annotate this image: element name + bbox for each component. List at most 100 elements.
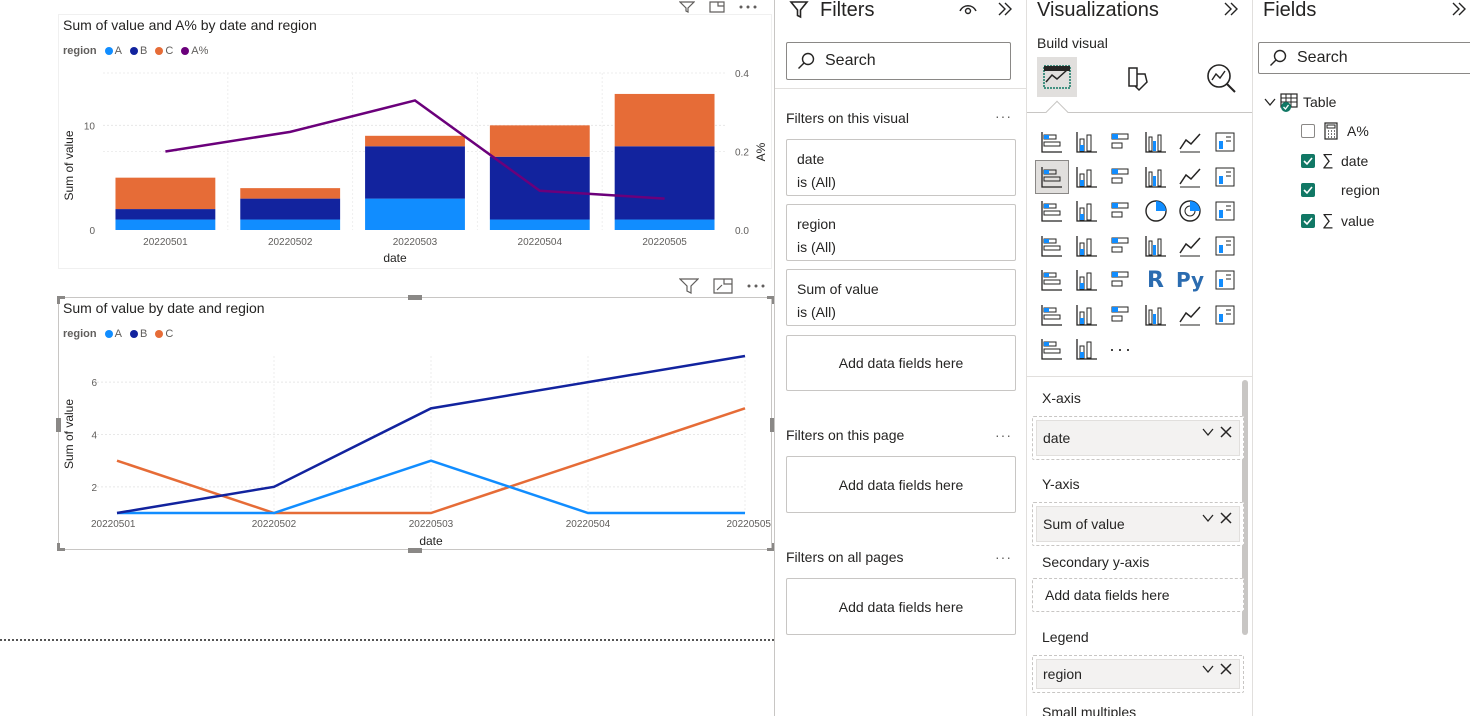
collapse-fields-icon[interactable]: [1451, 2, 1467, 16]
remove-field-icon[interactable]: [1219, 662, 1233, 676]
100-stacked-column-chart-icon[interactable]: [1208, 125, 1242, 159]
scatter-chart-icon[interactable]: [1104, 194, 1138, 228]
line-clustered-column-icon[interactable]: [1139, 160, 1173, 194]
chevron-down-icon[interactable]: [1201, 425, 1215, 439]
filters-all-pages-more[interactable]: ···: [995, 549, 1012, 565]
analytics-icon[interactable]: [1205, 62, 1237, 94]
pie-chart-icon[interactable]: [1139, 194, 1173, 228]
line-chart-icon[interactable]: [1035, 159, 1069, 194]
field-row-apct[interactable]: A%: [1301, 122, 1369, 140]
focus-mode-icon[interactable]: [709, 1, 725, 13]
area-chart-icon[interactable]: [1070, 160, 1104, 194]
filter-icon[interactable]: [679, 1, 695, 13]
clustered-column-chart-icon[interactable]: [1139, 125, 1173, 159]
remove-field-icon[interactable]: [1219, 511, 1233, 525]
card-icon[interactable]: [1139, 229, 1173, 263]
funnel-chart-icon[interactable]: [1070, 194, 1104, 228]
resize-corner-bl[interactable]: [57, 543, 65, 551]
filter-card-region[interactable]: region is (All): [786, 204, 1016, 261]
more-options-icon[interactable]: [739, 4, 757, 10]
field-checkbox[interactable]: [1301, 124, 1315, 138]
viz-scrollbar[interactable]: [1242, 380, 1248, 635]
chart2-plot[interactable]: 20220501 20220502 20220503 20220504 20220505…: [59, 298, 773, 551]
kpi-icon[interactable]: [1208, 229, 1242, 263]
100-stacked-bar-chart-icon[interactable]: [1173, 125, 1207, 159]
table-node[interactable]: Table: [1263, 92, 1336, 112]
filters-on-visual-more[interactable]: ···: [995, 108, 1012, 124]
field-checkbox-checked[interactable]: [1301, 183, 1315, 197]
clustered-bar-chart-icon[interactable]: [1104, 125, 1138, 159]
collapse-filters-icon[interactable]: [997, 2, 1013, 16]
decomposition-tree-icon[interactable]: [1035, 298, 1069, 332]
stacked-bar-chart-icon[interactable]: [1035, 125, 1069, 159]
treemap-icon[interactable]: [1208, 194, 1242, 228]
power-apps-icon[interactable]: [1035, 332, 1069, 366]
resize-corner-br[interactable]: [767, 543, 775, 551]
legend-field-pill[interactable]: region: [1036, 659, 1240, 689]
qa-icon[interactable]: [1070, 298, 1104, 332]
combo-chart-visual[interactable]: Sum of value and A% by date and region r…: [58, 1, 773, 270]
filters-on-page-more[interactable]: ···: [995, 427, 1012, 443]
yaxis-well[interactable]: Sum of value: [1032, 502, 1244, 546]
page-filter-drop-zone[interactable]: Add data fields here: [786, 456, 1016, 513]
field-row-value[interactable]: ∑ value: [1301, 212, 1374, 230]
legend-item-b[interactable]: B: [129, 45, 147, 57]
filter-card-sum-of-value[interactable]: Sum of value is (All): [786, 269, 1016, 326]
table-visual-icon[interactable]: [1070, 263, 1104, 297]
python-visual-icon[interactable]: Py: [1173, 263, 1207, 297]
eye-icon[interactable]: [959, 2, 977, 16]
power-automate-icon[interactable]: [1070, 332, 1104, 366]
resize-handle-bottom[interactable]: [408, 548, 422, 553]
collapse-viz-icon[interactable]: [1223, 2, 1239, 16]
filter-card-date[interactable]: date is (All): [786, 139, 1016, 196]
resize-handle-left[interactable]: [56, 418, 61, 432]
line-chart-visual[interactable]: Sum of value by date and region region A…: [56, 278, 775, 553]
legend-well[interactable]: region: [1032, 655, 1244, 693]
legend-item-a[interactable]: A: [104, 45, 122, 57]
chart1-plot[interactable]: 20220501 20220502 20220503 20220504 20220505…: [59, 15, 773, 270]
slicer-icon[interactable]: [1035, 263, 1069, 297]
filters-search-input[interactable]: Search: [786, 42, 1011, 80]
line-stacked-column-icon[interactable]: [1173, 160, 1207, 194]
legend2-item-c[interactable]: C: [155, 328, 173, 340]
filter-icon-2[interactable]: [679, 278, 699, 294]
resize-corner-tl[interactable]: [57, 296, 65, 304]
field-checkbox-checked[interactable]: [1301, 154, 1315, 168]
paginated-report-icon[interactable]: [1104, 298, 1138, 332]
ribbon-chart-icon[interactable]: [1208, 160, 1242, 194]
remove-field-icon[interactable]: [1219, 425, 1233, 439]
fields-search-input[interactable]: Search: [1258, 42, 1470, 74]
stacked-column-chart-icon[interactable]: [1070, 125, 1104, 159]
secondary-yaxis-well[interactable]: Add data fields here: [1032, 578, 1244, 612]
multi-row-card-icon[interactable]: [1173, 229, 1207, 263]
smart-narrative-icon[interactable]: [1173, 298, 1207, 332]
key-influencers-icon[interactable]: [1208, 263, 1242, 297]
chevron-down-icon[interactable]: [1201, 511, 1215, 525]
matrix-icon[interactable]: [1104, 263, 1138, 297]
r-visual-icon[interactable]: R: [1139, 263, 1173, 297]
field-checkbox-checked[interactable]: [1301, 214, 1315, 228]
format-visual-icon[interactable]: [1123, 64, 1153, 94]
stacked-area-chart-icon[interactable]: [1104, 160, 1138, 194]
yaxis-field-pill[interactable]: Sum of value: [1036, 506, 1240, 542]
resize-handle-top[interactable]: [408, 295, 422, 300]
legend-item-apct[interactable]: A%: [181, 45, 208, 57]
all-pages-filter-drop-zone[interactable]: Add data fields here: [786, 578, 1016, 635]
donut-chart-icon[interactable]: [1173, 194, 1207, 228]
waterfall-chart-icon[interactable]: [1035, 194, 1069, 228]
arcgis-icon[interactable]: [1208, 298, 1242, 332]
map-icon[interactable]: [1035, 229, 1069, 263]
legend2-item-b[interactable]: B: [129, 328, 147, 340]
legend2-item-a[interactable]: A: [104, 328, 122, 340]
gauge-icon[interactable]: [1104, 229, 1138, 263]
legend-item-c[interactable]: C: [155, 45, 173, 57]
build-visual-tab[interactable]: [1037, 57, 1077, 97]
more-options-icon-2[interactable]: [747, 283, 765, 289]
trophy-icon[interactable]: [1139, 298, 1173, 332]
field-row-date[interactable]: ∑ date: [1301, 152, 1368, 170]
focus-mode-icon-2[interactable]: [713, 278, 733, 294]
resize-corner-tr[interactable]: [767, 296, 775, 304]
chevron-down-icon[interactable]: [1263, 95, 1277, 109]
xaxis-well[interactable]: date: [1032, 416, 1244, 460]
xaxis-field-pill[interactable]: date: [1036, 420, 1240, 456]
